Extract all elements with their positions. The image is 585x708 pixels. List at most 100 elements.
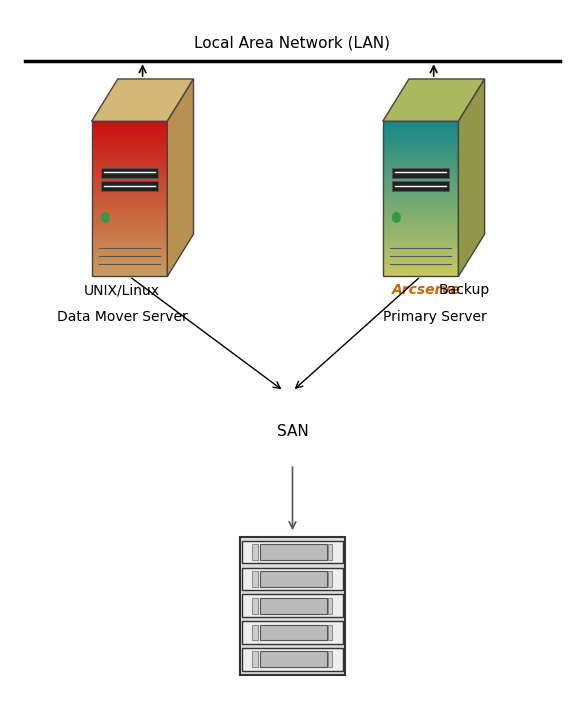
Polygon shape <box>260 571 326 587</box>
Polygon shape <box>92 218 167 222</box>
Circle shape <box>392 212 401 222</box>
Polygon shape <box>383 152 459 156</box>
Polygon shape <box>383 156 459 160</box>
Polygon shape <box>383 125 459 129</box>
Ellipse shape <box>353 404 453 451</box>
Polygon shape <box>383 183 459 187</box>
Polygon shape <box>383 199 459 202</box>
Polygon shape <box>92 183 167 187</box>
Polygon shape <box>92 249 167 253</box>
Polygon shape <box>92 273 167 276</box>
Polygon shape <box>459 79 484 276</box>
Polygon shape <box>92 234 167 238</box>
Polygon shape <box>92 238 167 241</box>
Polygon shape <box>92 172 167 176</box>
Polygon shape <box>92 261 167 265</box>
Ellipse shape <box>82 406 503 464</box>
Polygon shape <box>92 125 167 129</box>
Circle shape <box>101 212 109 222</box>
Polygon shape <box>92 207 167 210</box>
Polygon shape <box>383 176 459 179</box>
Polygon shape <box>383 149 459 152</box>
Polygon shape <box>328 598 332 614</box>
Polygon shape <box>383 253 459 257</box>
Polygon shape <box>383 137 459 141</box>
Polygon shape <box>383 195 459 199</box>
Polygon shape <box>383 129 459 133</box>
Polygon shape <box>383 226 459 230</box>
Polygon shape <box>383 202 459 207</box>
Polygon shape <box>252 651 259 667</box>
Polygon shape <box>252 598 259 614</box>
Polygon shape <box>92 268 167 273</box>
Text: SAN: SAN <box>277 424 308 439</box>
Polygon shape <box>260 624 326 641</box>
Polygon shape <box>242 541 343 564</box>
Text: Data Mover Server: Data Mover Server <box>57 310 187 324</box>
Ellipse shape <box>110 396 254 454</box>
Ellipse shape <box>315 416 470 464</box>
Ellipse shape <box>342 401 464 454</box>
Polygon shape <box>383 241 459 246</box>
Polygon shape <box>383 230 459 234</box>
Polygon shape <box>383 265 459 268</box>
Polygon shape <box>92 195 167 199</box>
Polygon shape <box>383 133 459 137</box>
Polygon shape <box>92 187 167 191</box>
Polygon shape <box>92 137 167 141</box>
Polygon shape <box>383 172 459 176</box>
Polygon shape <box>383 121 459 125</box>
Polygon shape <box>252 544 259 560</box>
Polygon shape <box>383 234 459 238</box>
Polygon shape <box>92 222 167 226</box>
Polygon shape <box>392 181 449 191</box>
Polygon shape <box>92 121 167 125</box>
Polygon shape <box>328 624 332 641</box>
Polygon shape <box>167 79 194 276</box>
Polygon shape <box>383 160 459 164</box>
Polygon shape <box>260 651 326 667</box>
Polygon shape <box>92 156 167 160</box>
Polygon shape <box>260 544 326 560</box>
Ellipse shape <box>126 419 259 462</box>
Polygon shape <box>383 257 459 261</box>
Text: UNIX/Linux: UNIX/Linux <box>84 283 160 297</box>
Ellipse shape <box>121 398 243 451</box>
Polygon shape <box>383 246 459 249</box>
Polygon shape <box>383 238 459 241</box>
Polygon shape <box>92 191 167 195</box>
Text: Backup: Backup <box>439 283 490 297</box>
Polygon shape <box>242 568 343 590</box>
Polygon shape <box>92 226 167 230</box>
Polygon shape <box>242 622 343 644</box>
Polygon shape <box>252 624 259 641</box>
Ellipse shape <box>226 387 359 445</box>
Polygon shape <box>383 268 459 273</box>
Polygon shape <box>92 164 167 168</box>
Polygon shape <box>383 273 459 276</box>
Text: Arcserve: Arcserve <box>392 283 461 297</box>
Ellipse shape <box>71 404 514 467</box>
Polygon shape <box>92 210 167 215</box>
Text: Primary Server: Primary Server <box>383 310 487 324</box>
Polygon shape <box>252 571 259 587</box>
Polygon shape <box>92 246 167 249</box>
Polygon shape <box>383 207 459 210</box>
Polygon shape <box>92 199 167 202</box>
Polygon shape <box>92 241 167 246</box>
Polygon shape <box>92 152 167 156</box>
Polygon shape <box>92 215 167 218</box>
Ellipse shape <box>326 419 459 462</box>
Polygon shape <box>383 215 459 218</box>
Polygon shape <box>101 168 158 178</box>
Polygon shape <box>92 79 194 121</box>
Polygon shape <box>92 257 167 261</box>
Polygon shape <box>242 595 343 617</box>
Polygon shape <box>101 181 158 191</box>
Polygon shape <box>383 79 484 121</box>
Polygon shape <box>92 253 167 257</box>
Polygon shape <box>328 571 332 587</box>
Polygon shape <box>92 265 167 268</box>
Polygon shape <box>92 141 167 144</box>
Polygon shape <box>240 537 345 675</box>
